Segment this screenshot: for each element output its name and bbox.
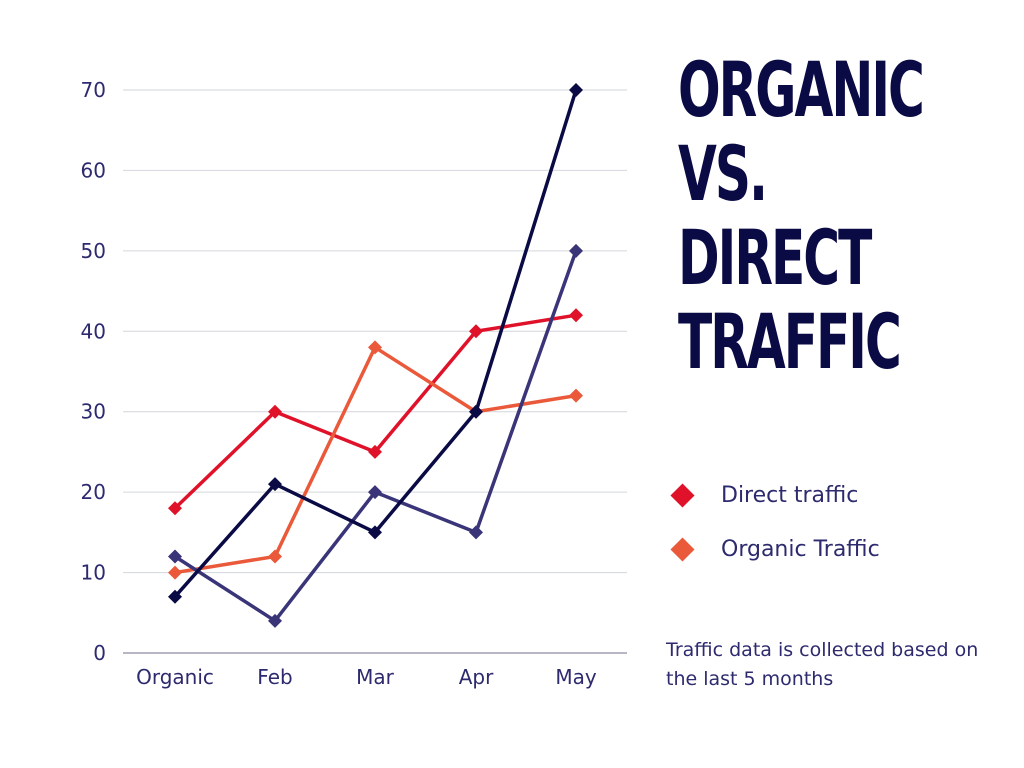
title-line-1: ORGANIC [678, 45, 925, 134]
title-line-2: VS. [678, 129, 768, 218]
y-tick-label-50: 50 [81, 239, 106, 263]
series-1-point-apr [469, 324, 483, 339]
y-tick-label-20: 20 [81, 480, 106, 504]
y-tick-label-60: 60 [81, 158, 106, 182]
x-tick-label-may: May [555, 665, 597, 689]
legend-label-organic: Organic Traffic [721, 536, 880, 562]
series-1-point-feb [268, 404, 282, 419]
series-2-point-may [569, 388, 583, 403]
legend-label-direct: Direct traffic [721, 482, 859, 508]
x-tick-label-feb: Feb [257, 665, 292, 689]
legend-marker-organic [670, 536, 695, 562]
series-4-point-apr [469, 404, 483, 419]
y-tick-label-40: 40 [81, 319, 106, 343]
series-2-point-feb [268, 549, 282, 564]
line-chart: 0 10 20 30 40 50 60 70 Organic Feb Mar Apr May [81, 78, 627, 689]
legend-marker-direct [670, 482, 695, 508]
series-line-3 [174, 250, 578, 623]
series-4-point-mar [368, 525, 382, 540]
legend: Direct traffic Organic Traffic [668, 468, 880, 576]
series-1-point-may [569, 308, 583, 323]
y-tick-label-70: 70 [81, 78, 106, 102]
series-1-point-organic [168, 501, 182, 516]
y-tick-label-10: 10 [81, 561, 106, 585]
y-tick-label-0: 0 [93, 641, 106, 665]
series-2-point-mar [368, 340, 382, 355]
x-tick-label-apr: Apr [459, 665, 494, 689]
series-3-point-organic [168, 549, 182, 564]
series-3-point-may [569, 243, 583, 258]
series-3-point-feb [268, 613, 282, 628]
y-tick-label-30: 30 [81, 400, 106, 424]
legend-item-direct: Direct traffic [668, 468, 880, 522]
title-line-3: DIRECT [678, 213, 872, 302]
series-4-point-organic [168, 589, 182, 604]
x-tick-label-mar: Mar [356, 665, 395, 689]
series-4-point-may [569, 83, 583, 97]
series-2-point-organic [168, 565, 182, 580]
chart-title: ORGANIC VS. DIRECT TRAFFIC [678, 45, 925, 386]
series-3-point-mar [368, 485, 382, 500]
title-line-4: TRAFFIC [678, 297, 902, 386]
series-1-point-mar [368, 444, 382, 459]
chart-note: Traffic data is collected based on the l… [666, 639, 979, 690]
series-3-point-apr [469, 525, 483, 540]
legend-item-organic: Organic Traffic [668, 522, 880, 576]
x-tick-label-organic: Organic [136, 665, 214, 689]
series-4-point-feb [268, 477, 282, 492]
